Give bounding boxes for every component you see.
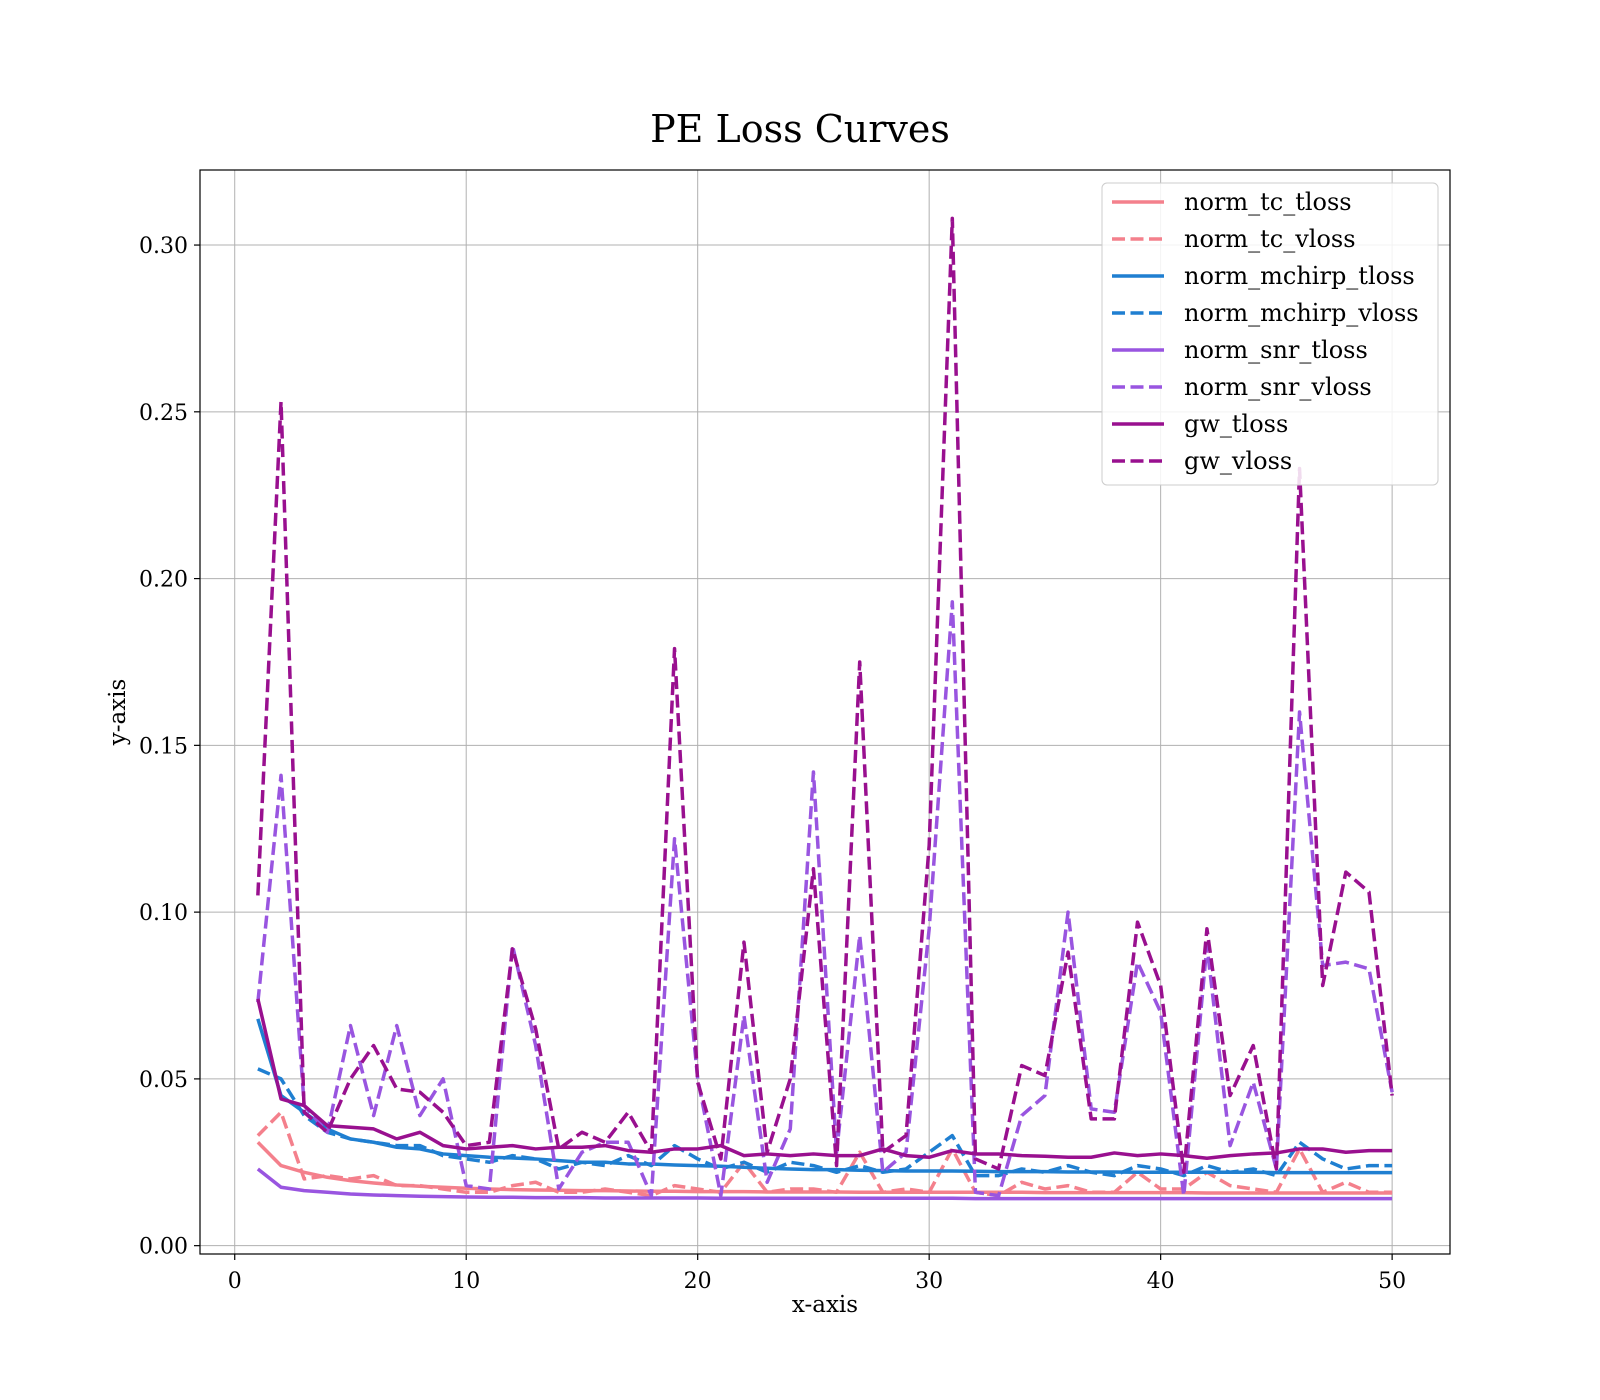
y-tick-label: 0.00 bbox=[139, 1235, 188, 1260]
y-tick-label: 0.25 bbox=[139, 401, 188, 426]
x-tick-label: 20 bbox=[684, 1269, 712, 1294]
axis-ticks: 0 10 20 30 40 50 0.00 0.05 0.10 0.15 0.20 0.25 0.30 bbox=[139, 234, 1406, 1294]
x-tick-label: 50 bbox=[1378, 1269, 1406, 1294]
y-tick-label: 0.15 bbox=[139, 734, 188, 759]
legend-box bbox=[1101, 182, 1439, 486]
y-axis-label: y-axis bbox=[105, 679, 131, 747]
series-line-gw-vloss bbox=[256, 216, 1394, 1175]
series-line-norm-snr-tloss bbox=[256, 1167, 1393, 1201]
y-tick-label: 0.05 bbox=[139, 1068, 188, 1093]
series-line-norm-mchirp-tloss bbox=[256, 1018, 1393, 1175]
x-tick-label: 10 bbox=[452, 1269, 480, 1294]
legend-label-gw-tloss: gw_tloss bbox=[1184, 410, 1288, 438]
y-tick-label: 0.10 bbox=[139, 901, 188, 926]
legend-label-gw-vloss: gw_vloss bbox=[1184, 447, 1292, 475]
y-tick-label: 0.20 bbox=[139, 568, 188, 593]
legend-label-norm-mchirp-vloss: norm_mchirp_vloss bbox=[1184, 299, 1419, 327]
legend-label-norm-mchirp-tloss: norm_mchirp_tloss bbox=[1184, 262, 1415, 290]
series-lines bbox=[256, 216, 1394, 1201]
series-line-norm-mchirp-vloss bbox=[257, 1067, 1393, 1178]
x-axis-label: x-axis bbox=[792, 1292, 858, 1318]
chart-title: PE Loss Curves bbox=[650, 107, 950, 151]
series-line-norm-snr-vloss bbox=[256, 600, 1394, 1198]
legend-label-norm-tc-vloss: norm_tc_vloss bbox=[1184, 225, 1356, 253]
legend-label-norm-snr-vloss: norm_snr_vloss bbox=[1184, 373, 1372, 401]
x-tick-label: 30 bbox=[915, 1269, 943, 1294]
x-tick-label: 40 bbox=[1147, 1269, 1175, 1294]
plot-frame bbox=[199, 169, 1451, 1255]
series-line-norm-tc-tloss bbox=[256, 1141, 1393, 1195]
x-tick-label: 0 bbox=[228, 1269, 242, 1294]
series-line-gw-tloss bbox=[256, 998, 1393, 1161]
series-line-norm-tc-vloss bbox=[256, 1110, 1393, 1198]
legend: norm_tc_tloss norm_tc_vloss norm_mchirp_tl… bbox=[1101, 182, 1439, 486]
legend-label-norm-snr-tloss: norm_snr_tloss bbox=[1184, 336, 1368, 364]
legend-label-norm-tc-tloss: norm_tc_tloss bbox=[1184, 188, 1352, 216]
y-tick-label: 0.30 bbox=[139, 234, 188, 259]
